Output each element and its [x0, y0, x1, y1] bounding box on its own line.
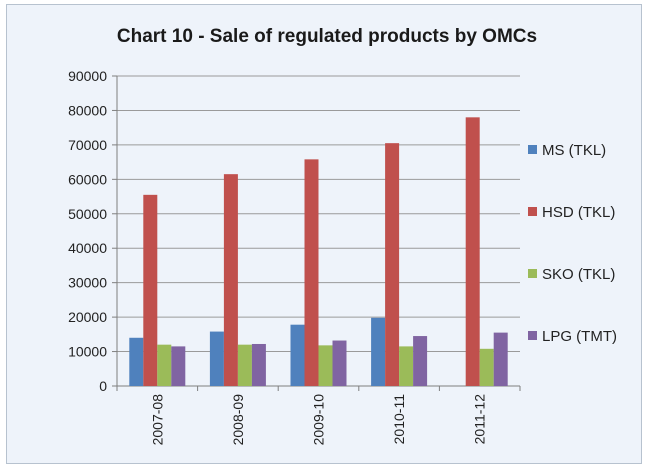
bar: [493, 332, 508, 386]
bar: [143, 194, 158, 386]
x-tick-label: 2008-09: [230, 394, 246, 446]
legend-swatch: [528, 331, 537, 340]
y-tick-label: 10000: [68, 344, 107, 360]
bar: [171, 346, 186, 386]
legend-label: HSD (TKL): [542, 204, 615, 221]
legend-label: SKO (TKL): [542, 266, 615, 283]
y-tick-label: 70000: [68, 137, 107, 153]
bar: [223, 174, 238, 386]
bar: [157, 344, 172, 386]
bar: [332, 340, 347, 386]
bars: [129, 117, 508, 386]
bar: [385, 143, 400, 386]
bar: [290, 324, 305, 386]
legend-swatch: [528, 207, 537, 216]
bar: [479, 348, 494, 386]
x-tick-label: 2007-08: [149, 394, 165, 446]
bar: [413, 336, 428, 386]
bar: [237, 344, 252, 386]
x-tick-label: 2010-11: [391, 394, 407, 445]
legend-label: LPG (TMT): [542, 328, 617, 345]
legend-swatch: [528, 145, 537, 154]
x-tick-label: 2009-10: [311, 394, 327, 446]
bar: [465, 117, 480, 386]
y-tick-label: 50000: [68, 206, 107, 222]
y-tick-label: 0: [99, 378, 107, 394]
y-axis-ticks: 0 10000 20000 30000 40000 50000 60000 70000 8000…: [68, 68, 107, 394]
bar: [318, 345, 333, 386]
x-axis-ticks: 2007-08 2008-09 2009-10 2010-11 2011-12: [116, 386, 521, 446]
y-tick-label: 60000: [68, 171, 107, 187]
chart-frame: [6, 4, 642, 464]
legend: MS (TKL) HSD (TKL) SKO (TKL) LPG (TMT): [528, 142, 617, 345]
bar: [399, 346, 414, 386]
bar: [251, 343, 266, 386]
y-tick-label: 40000: [68, 240, 107, 256]
y-tick-label: 80000: [68, 102, 107, 118]
y-tick-label: 20000: [68, 309, 107, 325]
x-tick-label: 2011-12: [472, 394, 488, 445]
y-tick-label: 30000: [68, 275, 107, 291]
legend-label: MS (TKL): [542, 142, 606, 159]
bar: [304, 159, 319, 386]
bar: [209, 331, 224, 386]
legend-swatch: [528, 269, 537, 278]
bar: [129, 337, 144, 386]
bar: [371, 317, 386, 386]
y-tick-label: 90000: [68, 68, 107, 84]
chart-title: Chart 10 - Sale of regulated products by…: [117, 26, 537, 47]
